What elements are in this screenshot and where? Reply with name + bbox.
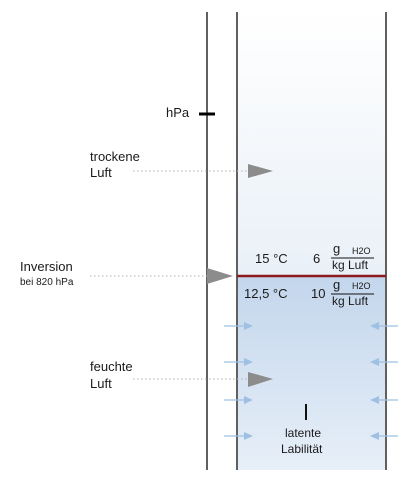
inflow-arrow-icon bbox=[224, 396, 253, 404]
inversion-label: Inversion bbox=[20, 259, 73, 274]
lower-layer-label-line2: Luft bbox=[90, 376, 112, 391]
inflow-arrow-icon bbox=[224, 322, 253, 330]
above-inversion-unit-top: g bbox=[333, 241, 341, 256]
triangle-right-icon bbox=[248, 372, 273, 387]
below-inversion-unit-sub: H2O bbox=[352, 281, 371, 291]
below-inversion-unit-top: g bbox=[333, 277, 341, 292]
triangle-right-icon bbox=[248, 164, 273, 178]
above-inversion-unit-bottom: kg Luft bbox=[332, 258, 369, 272]
instability-label-line2: Labilität bbox=[281, 442, 323, 456]
above-inversion-unit-sub: H2O bbox=[352, 246, 371, 256]
lower-layer-label-line1: feuchte bbox=[90, 359, 133, 374]
inflow-arrow-icon bbox=[370, 322, 398, 330]
upper-layer-label-line1: trockene bbox=[90, 149, 140, 164]
inflow-arrow-icon bbox=[224, 358, 253, 366]
inversion-sublabel: bei 820 hPa bbox=[20, 277, 74, 288]
inflow-arrow-icon bbox=[224, 432, 253, 440]
below-inversion-mixing-ratio: 10 bbox=[311, 286, 326, 301]
inflow-arrows-right bbox=[370, 322, 398, 440]
inflow-arrows-left bbox=[224, 322, 253, 440]
below-inversion-temperature: 12,5 °C bbox=[244, 286, 288, 301]
upper-air-layer bbox=[237, 12, 386, 276]
pressure-unit-label: hPa bbox=[166, 105, 190, 120]
lower-air-layer bbox=[237, 276, 386, 470]
triangle-right-icon bbox=[207, 268, 233, 284]
inflow-arrow-icon bbox=[370, 432, 398, 440]
above-inversion-mixing-ratio: 6 bbox=[313, 251, 321, 266]
instability-label-line1: latente bbox=[285, 426, 322, 440]
inflow-arrow-icon bbox=[370, 396, 398, 404]
below-inversion-unit-bottom: kg Luft bbox=[332, 294, 369, 308]
upper-layer-label-line2: Luft bbox=[90, 165, 112, 180]
inflow-arrow-icon bbox=[370, 358, 398, 366]
above-inversion-temperature: 15 °C bbox=[255, 251, 288, 266]
